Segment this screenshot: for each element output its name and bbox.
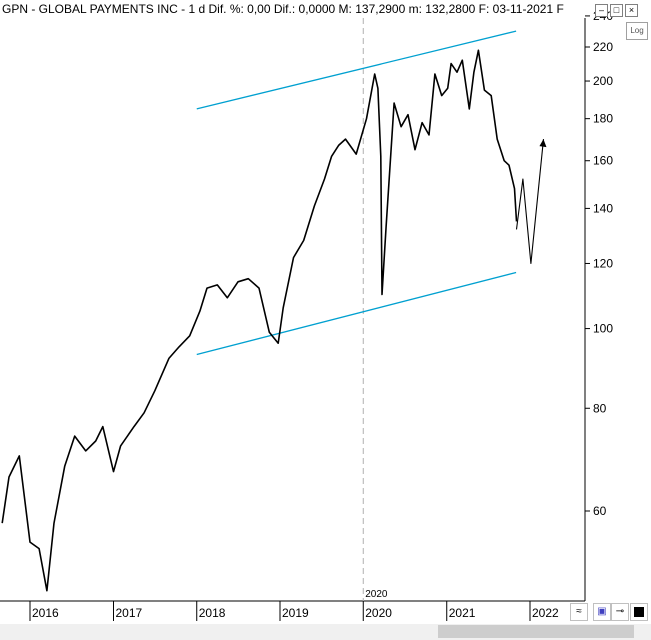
maximize-icon[interactable]: □ — [610, 4, 623, 17]
x-tick-label: 2018 — [199, 606, 226, 620]
x-tick-label: 2020 — [365, 606, 392, 620]
x-tick-label: 2021 — [449, 606, 476, 620]
x-tick-label: 2022 — [532, 606, 559, 620]
projection-series-line — [515, 139, 545, 265]
save-icon[interactable]: ▣ — [593, 603, 611, 621]
y-tick-label: 60 — [593, 504, 607, 518]
x-axis-ticks: 2016 2017 2018 2019 2020 2021 2022 — [29, 601, 559, 621]
y-tick-label: 180 — [593, 112, 613, 126]
y-tick-label: 200 — [593, 74, 613, 88]
axes — [0, 18, 586, 602]
x-tick-label: 2016 — [32, 606, 59, 620]
lower-channel-line — [196, 271, 517, 356]
vertical-markers: 2020 — [362, 18, 388, 601]
y-tick-label: 140 — [593, 201, 613, 215]
GPN-series-line — [1, 49, 518, 592]
minimize-icon[interactable]: – — [595, 4, 608, 17]
y-tick-label: 220 — [593, 40, 613, 54]
y-tick-label: 120 — [593, 256, 613, 270]
close-icon[interactable]: × — [625, 4, 638, 17]
vline-label: 2020 — [365, 589, 388, 600]
x-tick-label: 2019 — [282, 606, 309, 620]
zigzag-icon[interactable]: ≈ — [570, 603, 588, 621]
x-tick-label: 2017 — [115, 606, 142, 620]
chart-title: GPN - GLOBAL PAYMENTS INC - 1 d Dif. %: … — [2, 2, 566, 18]
log-scale-button[interactable]: Log — [626, 22, 648, 40]
projection-arrowhead — [539, 139, 547, 148]
y-tick-label: 160 — [593, 154, 613, 168]
color-box-icon[interactable] — [630, 603, 648, 621]
pin-icon[interactable]: ⊸ — [611, 603, 629, 621]
channel-lines — [196, 30, 517, 356]
price-series — [1, 49, 547, 592]
scrollbar-thumb[interactable] — [438, 625, 634, 638]
y-tick-label: 100 — [593, 322, 613, 336]
y-axis-ticks: 6080100120140160180200220240 — [585, 9, 613, 518]
upper-channel-line — [196, 30, 517, 110]
y-tick-label: 80 — [593, 401, 607, 415]
